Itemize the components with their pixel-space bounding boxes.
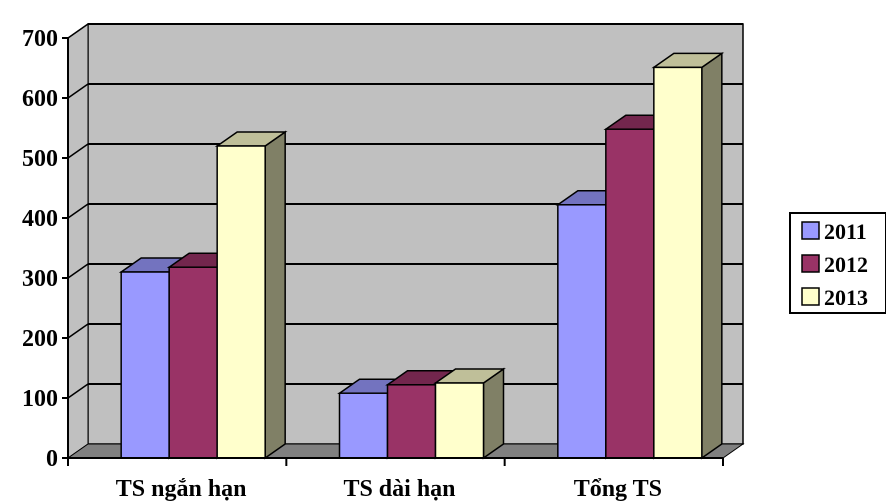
y-tick-label: 200 [22,326,58,352]
bar-front-face [434,382,485,459]
gridline-side [67,383,89,399]
legend: 2011 2012 2013 [789,212,886,314]
bar-front-face [653,66,703,459]
bar-front-face [168,266,218,459]
bar-front-face [120,271,170,459]
x-category-labels: TS ngắn hạn TS dài hạn Tổng TS [116,476,662,502]
bar-front-face [605,128,655,459]
bars [118,51,725,460]
y-tick-label: 0 [46,446,58,472]
x-category-label: TS ngắn hạn [116,476,247,502]
y-tick-label: 100 [22,386,58,412]
legend-label: 2012 [824,252,868,277]
legend-item-2011: 2011 [801,219,867,244]
bar-front-face [386,384,437,459]
y-tick-label: 700 [22,26,58,52]
side-wall [67,23,89,459]
x-category-label: Tổng TS [574,476,662,502]
gridline-side [67,83,89,99]
legend-label: 2011 [824,219,867,244]
bar-front-face [216,145,266,459]
gridline-side [67,23,89,39]
y-tick-label: 500 [22,146,58,172]
gridline-side [67,143,89,159]
legend-item-2013: 2013 [801,285,868,310]
bar-2013-1 [214,130,288,460]
legend-item-2012: 2012 [801,252,868,277]
legend-swatch [801,287,820,306]
y-tick-label: 300 [22,266,58,292]
x-category-label: TS dài hạn [343,476,455,502]
legend-swatch [801,221,820,240]
bar-2013-2 [433,367,506,460]
y-tick-label: 400 [22,206,58,232]
gridline-side [67,203,89,219]
bar-front-face [557,204,607,459]
bar-front-face [338,392,389,459]
legend-swatch [801,254,820,273]
axes [62,37,724,466]
bar-2013-3 [651,51,725,460]
bar-side-face [264,130,286,460]
gridline-side [67,323,89,339]
gridline-side [67,263,89,279]
bar-side-face [482,367,505,460]
bar-side-face [701,51,723,460]
y-tick-label: 600 [22,86,58,112]
legend-label: 2013 [824,285,868,310]
y-tick-labels: 0 100 200 300 400 500 600 700 [22,26,58,472]
